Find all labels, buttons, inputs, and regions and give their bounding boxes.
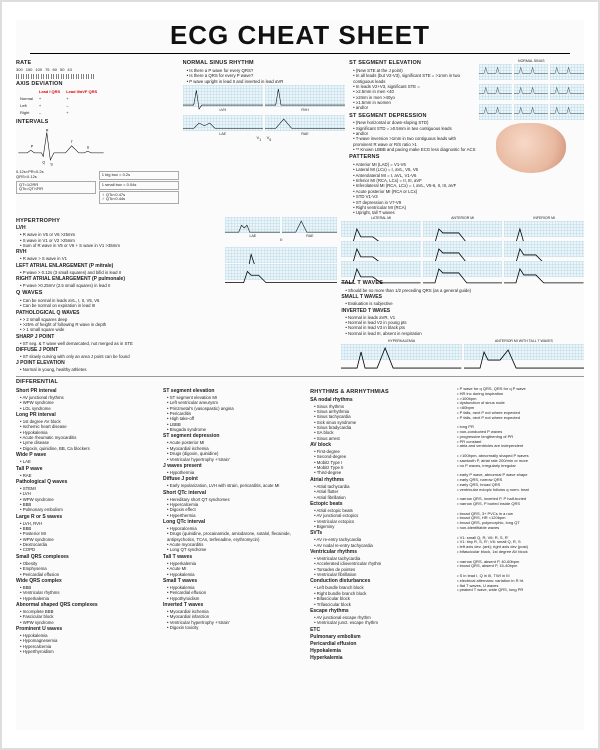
axis-table: Lead I QRSLead II/aVF QRS Normal++ Left+… [16, 88, 101, 117]
pqrst-diagram: P Q R S T U [16, 128, 106, 168]
patterns-list: Anterior MI (LAD) = V1-V6Lateral MI (LCx… [349, 162, 475, 216]
col-right: ST SEGMENT ELEVATION (New STE at the J p… [349, 58, 584, 215]
tick: 300 [16, 68, 23, 73]
tick: 75 [45, 68, 49, 73]
ecg-strip [183, 85, 263, 107]
svg-text:R: R [46, 129, 49, 133]
tick: 100 [35, 68, 42, 73]
tick: 50 [60, 68, 64, 73]
diff-col-1: Short PR intervalAV junctional rhythmsWP… [16, 387, 157, 662]
col-left: RATE 300 150 100 75 60 50 43 AXIS DEVIAT… [16, 58, 179, 215]
diff-col-3: RHYTHMS & ARRHYTHMIAS SA nodal rhythmsSi… [310, 387, 451, 662]
rate-bar [16, 74, 96, 79]
tick: 43 [67, 68, 71, 73]
poster-frame: ECG CHEAT SHEET RATE 300 150 100 75 60 5… [0, 0, 600, 750]
divider [16, 376, 584, 377]
rhythms-title: RHYTHMS & ARRHYTHMIAS [310, 389, 451, 396]
col-mid: NORMAL SINUS RHYTHM Is there a P wave fo… [183, 58, 346, 215]
nsr-strips [479, 63, 584, 121]
heart-diagram [496, 123, 566, 173]
ste-list: (New STE at the J point)In all leads (bu… [349, 68, 475, 111]
qrs-limit: QRS<0.12s [16, 175, 96, 180]
axis-row: Right [18, 111, 35, 116]
axis-row: Normal [18, 97, 35, 102]
nsr-title: NORMAL SINUS RHYTHM [183, 60, 346, 67]
main-title: ECG CHEAT SHEET [16, 20, 584, 51]
mid-row: HYPERTROPHY LVH R wave in V5 or V6 >25mm… [16, 216, 584, 373]
ste-title: ST SEGMENT ELEVATION [349, 60, 475, 67]
ecg-strip [265, 85, 345, 107]
std-title: ST SEGMENT DEPRESSION [349, 113, 475, 120]
qt-box: QT<1/2RR QTc=QT/√RR [16, 181, 96, 195]
axis-row: Left [18, 104, 35, 109]
patterns-title: PATTERNS [349, 154, 475, 161]
title-underline [30, 53, 570, 54]
differential-columns: Short PR intervalAV junctional rhythmsWP… [16, 387, 584, 662]
axis-title: AXIS DEVIATION [16, 81, 179, 88]
svg-text:Q: Q [42, 161, 45, 165]
intervals-title: INTERVALS [16, 119, 179, 126]
tick: 60 [53, 68, 57, 73]
diff-col-4: • P wave for q QRS, QRS for q P wave• HR… [457, 387, 584, 662]
tick: 150 [26, 68, 33, 73]
smallbox: 1 small box = 0.04s [99, 181, 179, 190]
bigbox: 1 big box = 0.2s [99, 171, 179, 180]
top-row: RATE 300 150 100 75 60 50 43 AXIS DEVIAT… [16, 58, 584, 215]
qtc-limits: ♀ QTc<0.47s ♂ QTc<0.44s [99, 191, 179, 205]
diff-col-2: ST segment elevationST segment elevation… [163, 387, 304, 662]
ecg-strip [265, 115, 345, 131]
diff-title: DIFFERENTIAL [16, 379, 584, 386]
rate-title: RATE [16, 60, 179, 67]
svg-text:T: T [71, 140, 74, 144]
hyp-title: HYPERTROPHY [16, 218, 221, 225]
std-list: (New horizontal or down-sloping STD)Sign… [349, 120, 475, 152]
axis-col: Lead I QRS [37, 90, 62, 95]
svg-text:P: P [31, 145, 34, 149]
ecg-strip [183, 115, 263, 131]
svg-text:S: S [50, 162, 53, 166]
rate-ticks: 300 150 100 75 60 50 43 [16, 68, 179, 73]
q-title: Q WAVES [16, 290, 221, 297]
nsr-list: Is there a P wave for every QRS? Is ther… [183, 68, 346, 84]
axis-col: Lead II/aVF QRS [64, 90, 99, 95]
svg-text:U: U [87, 145, 90, 149]
mi-strips [341, 220, 584, 278]
poster-body: ECG CHEAT SHEET RATE 300 150 100 75 60 5… [16, 20, 584, 730]
hypertrophy-strips-top: LVH RVH LAE RAE [183, 84, 346, 136]
